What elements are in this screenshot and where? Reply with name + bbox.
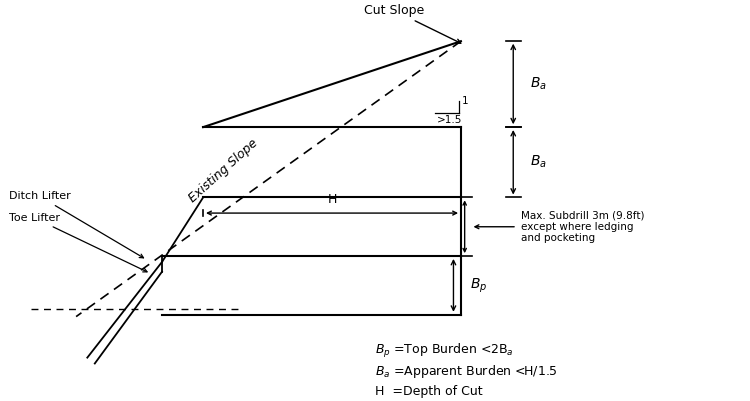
Text: 1: 1 (462, 96, 468, 106)
Text: $B_a$: $B_a$ (530, 76, 547, 92)
Text: $B_a$: $B_a$ (530, 154, 547, 170)
Text: H: H (327, 193, 337, 206)
Text: H  =Depth of Cut: H =Depth of Cut (375, 385, 483, 398)
Text: Ditch Lifter: Ditch Lifter (9, 191, 143, 258)
Text: $B_p$ =Top Burden <2B$_a$: $B_p$ =Top Burden <2B$_a$ (375, 342, 514, 360)
Text: Toe Lifter: Toe Lifter (9, 213, 147, 272)
Text: Cut Slope: Cut Slope (364, 4, 460, 43)
Text: Existing Slope: Existing Slope (187, 137, 261, 205)
Text: >1.5: >1.5 (437, 115, 463, 126)
Text: $B_p$: $B_p$ (470, 276, 488, 294)
Text: Max. Subdrill 3m (9.8ft)
except where ledging
and pocketing: Max. Subdrill 3m (9.8ft) except where le… (520, 210, 644, 243)
Text: $B_a$ =Apparent Burden <H/1.5: $B_a$ =Apparent Burden <H/1.5 (375, 363, 558, 381)
